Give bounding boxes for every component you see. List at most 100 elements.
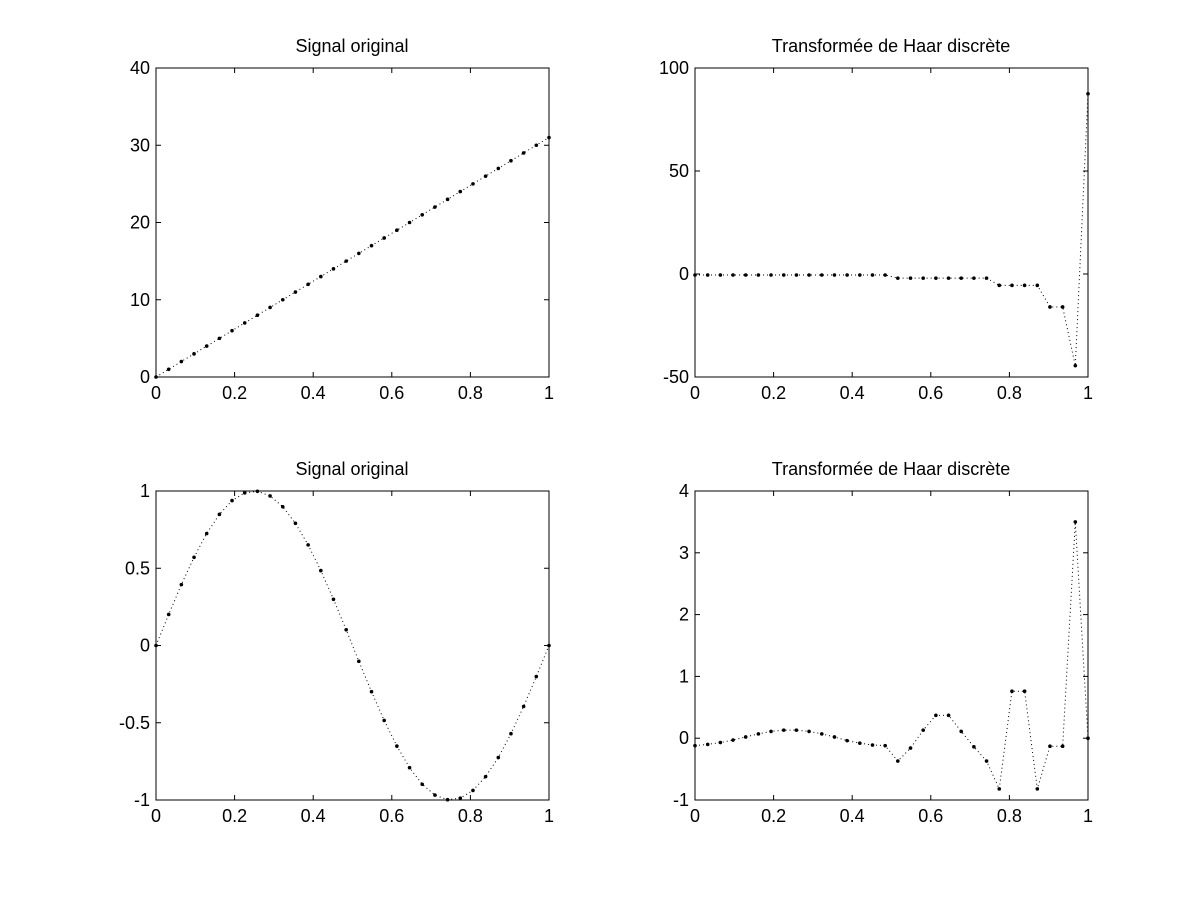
- data-point: [997, 787, 1002, 791]
- data-point: [471, 182, 475, 186]
- data-point: [921, 276, 925, 280]
- x-tick-label: 0.8: [458, 806, 483, 826]
- chart-bottom-right: Transformée de Haar discrète 0 0.2 0.4 0.6 0…: [673, 459, 1093, 826]
- data-point: [1086, 91, 1090, 96]
- x-tick-label: 0.2: [222, 806, 247, 826]
- data-point: [496, 166, 501, 171]
- data-point: [1086, 736, 1090, 740]
- x-tick-label: 0.2: [761, 383, 786, 403]
- data-point: [858, 741, 862, 745]
- data-point: [344, 259, 348, 263]
- data-point: [731, 273, 735, 277]
- data-point: [179, 582, 184, 587]
- data-point: [255, 313, 260, 318]
- data-point: [369, 689, 374, 694]
- data-point: [154, 643, 158, 648]
- data-point: [883, 273, 887, 277]
- y-tick-label: 2: [679, 605, 689, 625]
- data-point: [255, 489, 260, 494]
- x-tick-label: 0: [690, 383, 700, 403]
- data-point: [319, 274, 323, 279]
- data-point: [1022, 689, 1027, 694]
- data-point: [331, 267, 336, 271]
- data-point: [781, 273, 786, 277]
- data-point: [984, 759, 989, 763]
- data-point: [705, 273, 710, 277]
- y-tick-label: 40: [130, 58, 150, 78]
- data-point: [1035, 787, 1040, 791]
- data-point: [972, 276, 976, 280]
- data-point: [293, 521, 298, 526]
- data-point: [946, 276, 951, 280]
- y-tick-label: 0.5: [125, 558, 150, 578]
- data-point: [743, 273, 748, 277]
- data-point: [959, 276, 964, 280]
- data-point: [858, 273, 862, 277]
- y-tick-label: -1: [673, 790, 689, 810]
- y-tick-label: 1: [140, 481, 150, 501]
- axes-frame: [155, 490, 550, 801]
- data-point: [547, 643, 551, 648]
- data-point: [242, 491, 247, 495]
- data-point: [984, 276, 989, 280]
- data-point: [946, 713, 951, 718]
- data-point: [705, 742, 710, 747]
- data-point: [395, 744, 399, 748]
- data-point: [433, 205, 437, 209]
- data-point: [731, 738, 735, 742]
- data-point: [521, 704, 526, 709]
- y-tick-label: 1: [679, 666, 689, 686]
- data-point: [395, 228, 399, 233]
- data-point: [445, 197, 450, 202]
- data-point: [896, 759, 900, 763]
- data-point: [382, 718, 386, 723]
- data-point: [1048, 744, 1052, 749]
- data-point: [280, 504, 285, 509]
- data-point: [509, 158, 513, 163]
- data-point: [1060, 305, 1065, 309]
- data-point: [344, 627, 348, 632]
- data-point: [769, 273, 773, 277]
- x-tick-label: 0.4: [301, 806, 326, 826]
- x-tick-label: 0: [690, 806, 700, 826]
- x-tick-label: 0.2: [222, 383, 247, 403]
- chart-top-right: Transformée de Haar discrète 0 0.2 0.4 0.6 0…: [659, 36, 1093, 403]
- data-point: [192, 352, 196, 356]
- y-tick-label: 100: [659, 58, 689, 78]
- data-point: [832, 735, 837, 739]
- data-point: [819, 732, 824, 736]
- y-tick-label: 0: [679, 264, 689, 284]
- data-point: [166, 367, 171, 372]
- data-point: [781, 728, 786, 732]
- data-point: [896, 276, 900, 280]
- data-point: [718, 273, 723, 277]
- x-tick-label: 0.4: [301, 383, 326, 403]
- data-point: [1073, 520, 1078, 524]
- data-point: [331, 597, 336, 602]
- data-point: [693, 743, 697, 748]
- data-point: [306, 543, 310, 547]
- data-point: [192, 555, 196, 560]
- data-point: [445, 797, 450, 802]
- data-point: [458, 796, 463, 800]
- data-point: [268, 494, 272, 498]
- data-point: [154, 375, 158, 379]
- data-point: [306, 282, 310, 287]
- data-point: [1035, 283, 1040, 288]
- x-tick-label: 1: [1083, 806, 1093, 826]
- data-point: [268, 305, 272, 310]
- y-tick-label: 0: [140, 636, 150, 656]
- data-point: [870, 273, 875, 277]
- data-point: [420, 782, 425, 787]
- x-tick-label: 0.8: [997, 806, 1022, 826]
- data-point: [1073, 363, 1078, 368]
- data-point: [921, 728, 925, 732]
- y-tick-label: -1: [134, 790, 150, 810]
- data-point: [1022, 283, 1027, 288]
- data-point: [972, 745, 976, 749]
- data-point: [845, 273, 849, 277]
- y-tick-label: -50: [663, 367, 689, 387]
- data-point: [756, 732, 761, 736]
- data-point: [1048, 305, 1052, 309]
